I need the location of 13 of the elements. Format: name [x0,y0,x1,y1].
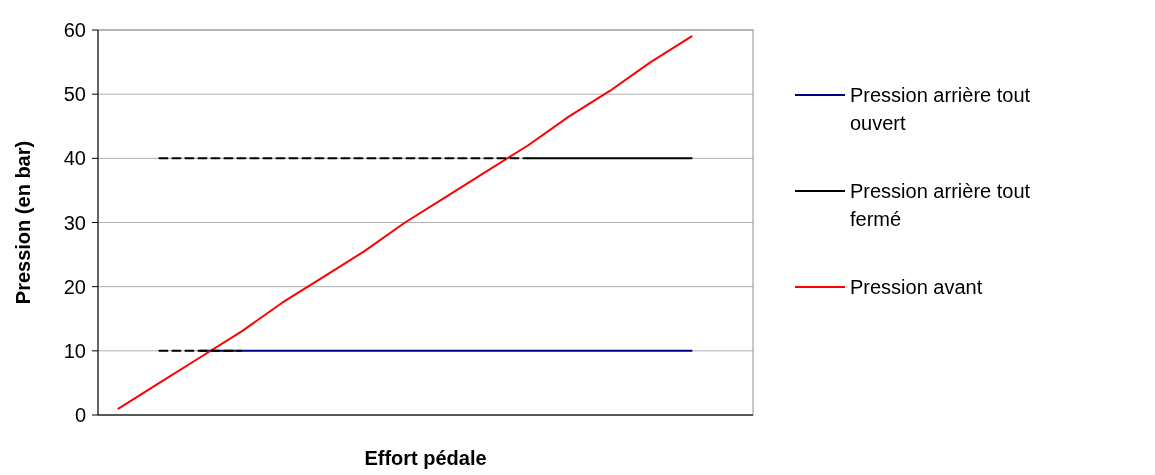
legend-label: Pression arrière tout fermé [850,180,1031,230]
y-tick-label: 40 [63,147,86,170]
y-tick-label: 60 [63,19,86,41]
y-tick-label: 50 [63,83,86,106]
legend-label: Pression avant [850,276,983,298]
legend-label: Pression arrière tout ouvert [850,84,1031,134]
y-tick-label: 0 [74,404,86,426]
y-axis-title: Pression (en bar) [12,140,34,305]
x-axis-title: Effort pédale [364,447,487,469]
y-tick-label: 30 [63,211,86,234]
y-tick-label: 10 [63,339,86,362]
line-series [117,35,693,410]
y-tick-label: 20 [63,275,86,298]
